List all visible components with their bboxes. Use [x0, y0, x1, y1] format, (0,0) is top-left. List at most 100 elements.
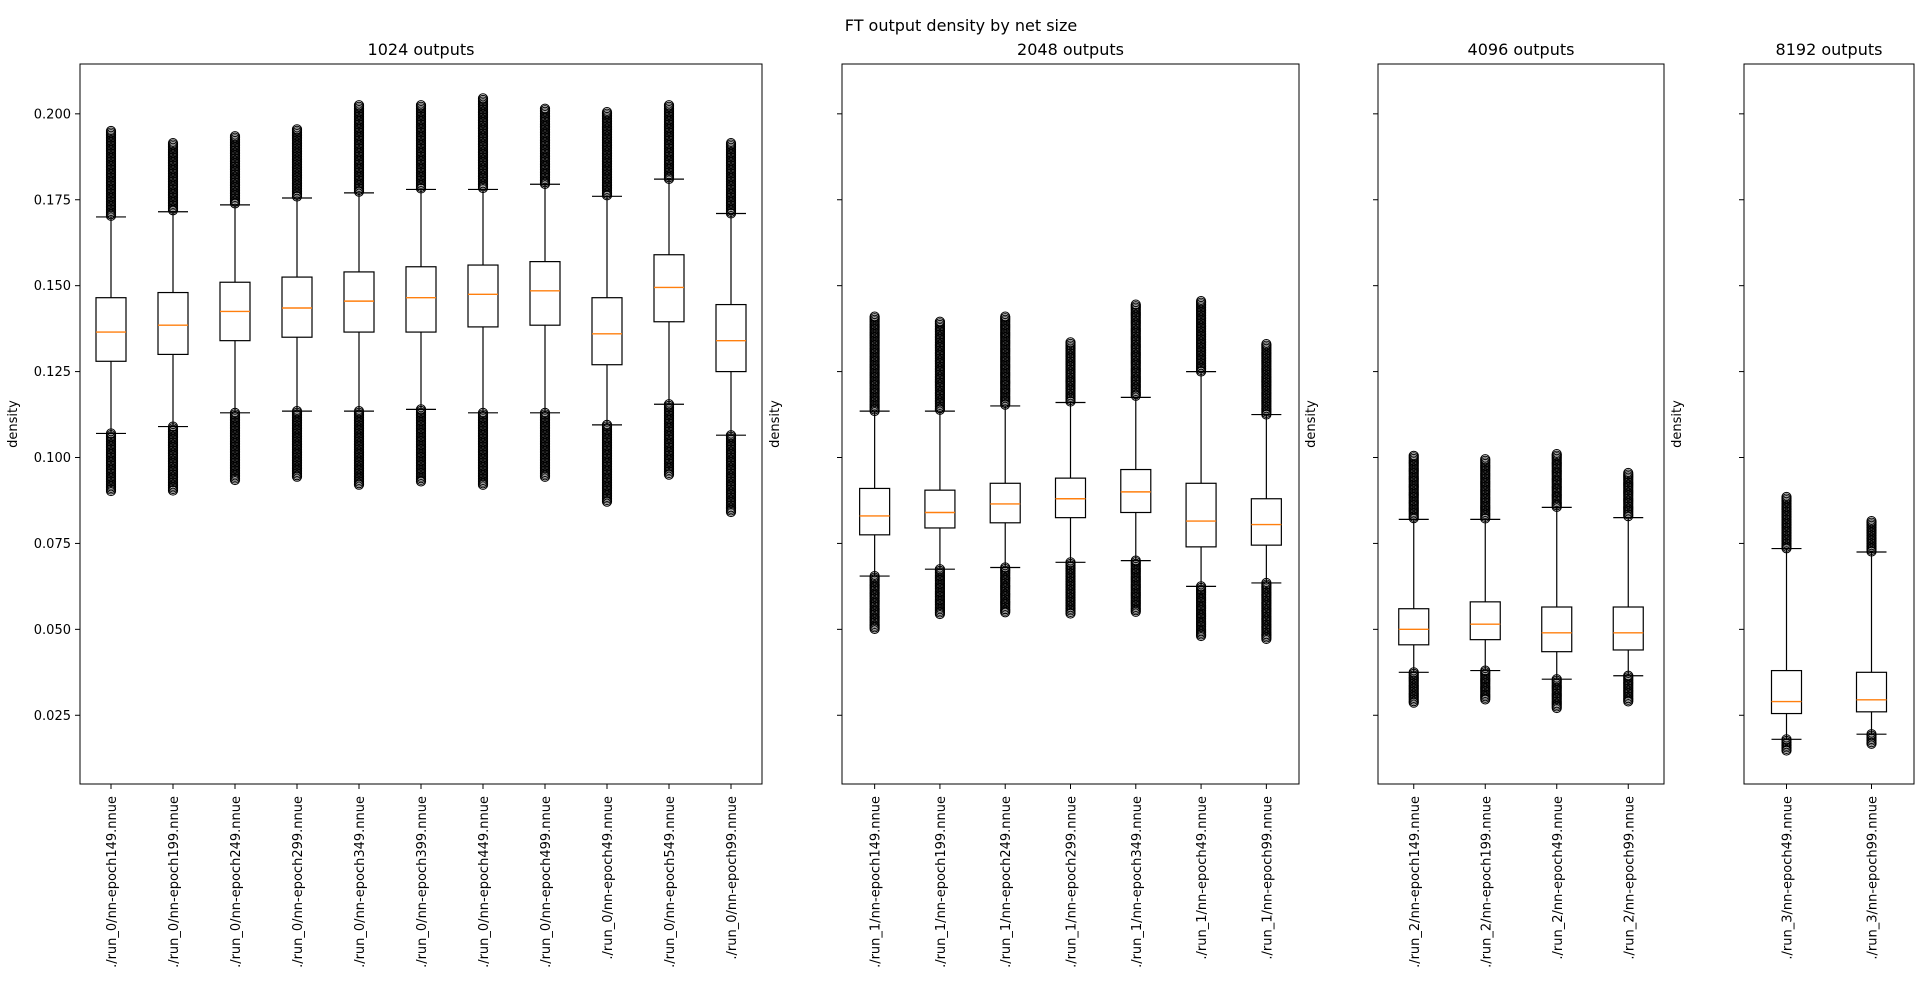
x-tick-label: ./run_1/nn-epoch299.nnue [1065, 796, 1080, 968]
fliers [415, 100, 427, 487]
axes-frame [841, 63, 1300, 785]
flier-point [934, 608, 946, 620]
fliers [1065, 337, 1076, 619]
fliers [869, 311, 880, 634]
x-tick-label: ./run_3/nn-epoch49.nnue [1781, 796, 1796, 960]
box-5 [1185, 296, 1217, 642]
x-tick-label: ./run_1/nn-epoch249.nnue [999, 796, 1014, 968]
flier-point [869, 623, 880, 634]
box-3 [1054, 337, 1087, 619]
fliers [105, 125, 117, 497]
iqr-box [157, 291, 189, 356]
iqr-box [343, 271, 375, 333]
x-tick-label: ./run_1/nn-epoch49.nnue [1195, 796, 1210, 960]
iqr-box [1398, 608, 1430, 646]
x-tick-label: ./run_1/nn-epoch149.nnue [869, 796, 884, 968]
fliers [663, 100, 675, 480]
x-tick-label: ./run_2/nn-epoch149.nnue [1408, 796, 1423, 968]
fliers [1130, 299, 1141, 617]
flier-point [105, 485, 117, 497]
x-tick-label: ./run_0/nn-epoch249.nnue [229, 796, 244, 968]
flier-point [663, 469, 675, 480]
flier-point [477, 479, 489, 490]
axes-frame [79, 63, 763, 785]
y-axis-label: density [6, 400, 21, 448]
fliers [1000, 311, 1011, 618]
box-1 [924, 316, 956, 620]
flier-point [1261, 633, 1272, 645]
flier-point [1130, 606, 1141, 617]
iqr-box [281, 276, 313, 338]
subplot-title: 8192 outputs [1776, 40, 1883, 59]
y-tick-label: 0.125 [34, 365, 71, 380]
box-2 [219, 131, 251, 486]
box-4 [1120, 299, 1152, 617]
iqr-box [1120, 468, 1152, 514]
fliers [1261, 338, 1272, 645]
y-axis-label: density [1304, 400, 1319, 448]
iqr-box [1770, 669, 1803, 715]
iqr-box [591, 297, 623, 366]
subplot-title: 2048 outputs [1017, 40, 1124, 59]
x-tick-label: ./run_1/nn-epoch199.nnue [934, 796, 949, 968]
x-tick-label: ./run_0/nn-epoch549.nnue [663, 796, 678, 968]
box-10 [715, 137, 747, 518]
flier-point [1195, 630, 1207, 642]
iqr-box [1469, 601, 1501, 641]
subplot-title: 1024 outputs [368, 40, 475, 59]
x-tick-label: ./run_0/nn-epoch199.nnue [167, 796, 182, 968]
box-0 [1770, 491, 1803, 756]
x-tick-label: ./run_0/nn-epoch499.nnue [539, 796, 554, 968]
box-4 [343, 100, 375, 490]
box-9 [653, 100, 685, 480]
x-tick-label: ./run_0/nn-epoch399.nnue [415, 796, 430, 968]
iqr-box [924, 489, 956, 529]
fliers [1781, 491, 1792, 756]
fliers [934, 316, 946, 620]
flier-point [1551, 702, 1562, 714]
box-0 [95, 125, 127, 497]
y-axis-label: density [768, 400, 783, 448]
box-3 [281, 124, 313, 482]
fliers [1480, 454, 1491, 705]
iqr-box [467, 264, 499, 328]
iqr-box [653, 254, 685, 323]
iqr-box [989, 482, 1021, 524]
iqr-box [405, 266, 437, 333]
box-6 [467, 93, 499, 490]
iqr-box [715, 303, 747, 373]
fliers [477, 93, 489, 490]
flier-point [229, 474, 241, 486]
box-0 [859, 311, 891, 634]
iqr-box [95, 297, 127, 362]
flier-point [353, 479, 365, 490]
box-2 [989, 311, 1021, 618]
iqr-box [1054, 477, 1087, 519]
fliers [725, 137, 737, 518]
box-7 [529, 103, 561, 482]
subplot-3: 8192 outputs density ./run_3/nn-epoch49.nn… [1670, 40, 1915, 960]
axes-frame [1743, 63, 1915, 785]
box-5 [405, 100, 437, 487]
fliers [1408, 450, 1419, 708]
axes-frame [1377, 63, 1665, 785]
flier-point [725, 506, 737, 518]
subplot-2: 4096 outputs density ./run_2/nn-epoch149.n… [1304, 40, 1665, 968]
flier-point [291, 471, 303, 482]
iqr-box [1250, 498, 1282, 546]
y-tick-label: 0.150 [34, 279, 71, 294]
x-tick-label: ./run_1/nn-epoch349.nnue [1130, 796, 1145, 968]
flier-point [415, 476, 427, 487]
flier-point [539, 471, 551, 482]
iqr-box [529, 261, 561, 326]
fliers [601, 107, 613, 507]
x-tick-label: ./run_2/nn-epoch99.nnue [1622, 796, 1637, 960]
subplot-0: 1024 outputs density 0.025 0.050 0.075 0.100 0… [6, 40, 763, 968]
x-tick-label: ./run_0/nn-epoch149.nnue [105, 796, 120, 968]
subplot-panels: 1024 outputs density 0.025 0.050 0.075 0.100 0… [6, 40, 1915, 968]
iqr-box [859, 487, 891, 536]
flier-point [1408, 697, 1419, 708]
y-tick-label: 0.175 [34, 193, 71, 208]
box-0 [1398, 450, 1430, 708]
